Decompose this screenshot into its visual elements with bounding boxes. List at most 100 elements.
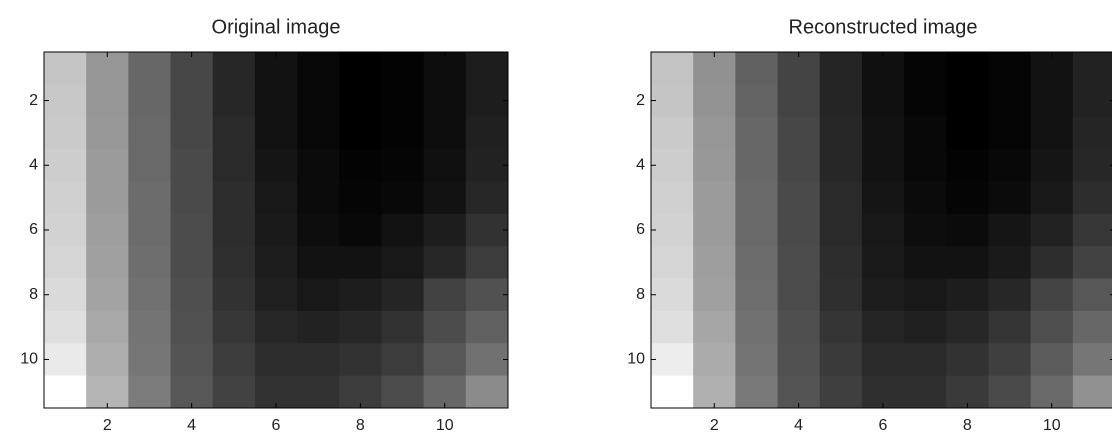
cell	[170, 52, 214, 85]
cell	[86, 343, 129, 377]
y-tick-label: 10	[20, 351, 38, 368]
cell	[381, 116, 425, 150]
cell	[861, 149, 905, 182]
cell	[170, 213, 214, 247]
cell	[904, 246, 947, 280]
cell	[381, 375, 425, 409]
cell	[777, 149, 821, 182]
cell	[254, 181, 298, 215]
cell	[254, 278, 298, 312]
cell	[693, 246, 736, 280]
cell	[777, 52, 821, 85]
cell	[297, 246, 340, 280]
cell	[86, 52, 129, 85]
cell	[339, 84, 382, 118]
cell	[212, 213, 256, 247]
cell	[339, 116, 382, 150]
cell	[735, 375, 779, 409]
cell	[861, 278, 905, 312]
cell	[86, 149, 129, 182]
cell	[297, 181, 340, 215]
cell	[819, 375, 863, 409]
cell	[861, 343, 905, 377]
cell	[170, 278, 214, 312]
cell	[44, 375, 87, 409]
cell	[128, 181, 172, 215]
cell	[735, 84, 779, 118]
chart-title: Original image	[212, 16, 341, 38]
x-tick-label: 2	[710, 417, 719, 434]
cell	[1072, 116, 1112, 150]
cell	[465, 116, 509, 150]
y-tick-label: 8	[636, 286, 645, 303]
cell	[465, 84, 509, 118]
x-tick-label: 6	[272, 417, 281, 434]
cell	[423, 181, 467, 215]
cell	[339, 181, 382, 215]
cell	[988, 246, 1032, 280]
cell	[254, 149, 298, 182]
cell	[465, 181, 509, 215]
cell	[86, 278, 129, 312]
cell	[254, 213, 298, 247]
cell	[212, 310, 256, 344]
x-tick-label: 6	[879, 417, 888, 434]
cell	[86, 84, 129, 118]
cell	[339, 52, 382, 85]
cell	[651, 213, 694, 247]
cell	[44, 116, 87, 150]
cell	[988, 52, 1032, 85]
cell	[381, 181, 425, 215]
cell	[946, 246, 989, 280]
cell	[1072, 181, 1112, 215]
y-tick-label: 10	[627, 351, 645, 368]
cell	[44, 343, 87, 377]
cell	[819, 181, 863, 215]
cell	[1072, 52, 1112, 85]
cell	[381, 52, 425, 85]
cell	[44, 213, 87, 247]
cell	[861, 181, 905, 215]
x-tick-label: 8	[963, 417, 972, 434]
cell	[212, 375, 256, 409]
cell	[1030, 52, 1074, 85]
cell	[170, 84, 214, 118]
cell	[904, 181, 947, 215]
cell	[1030, 181, 1074, 215]
x-tick-label: 4	[794, 417, 803, 434]
cell	[777, 278, 821, 312]
x-tick-label: 8	[356, 417, 365, 434]
cell	[254, 52, 298, 85]
cell	[212, 343, 256, 377]
cell	[988, 149, 1032, 182]
y-tick-label: 6	[29, 221, 38, 238]
cell	[86, 310, 129, 344]
cell	[946, 84, 989, 118]
cell	[651, 116, 694, 150]
cell	[777, 246, 821, 280]
cell	[988, 213, 1032, 247]
cell	[861, 116, 905, 150]
cell	[651, 278, 694, 312]
chart-title: Reconstructed image	[789, 16, 978, 38]
cell	[693, 213, 736, 247]
cell	[819, 213, 863, 247]
cell	[297, 52, 340, 85]
cell	[423, 52, 467, 85]
cell	[861, 84, 905, 118]
cell	[693, 116, 736, 150]
cell	[1072, 149, 1112, 182]
cell	[254, 343, 298, 377]
cell	[819, 149, 863, 182]
cell	[128, 310, 172, 344]
cell	[988, 310, 1032, 344]
cell	[297, 149, 340, 182]
cell	[44, 310, 87, 344]
cell	[297, 84, 340, 118]
cell	[904, 52, 947, 85]
cell	[381, 278, 425, 312]
cell	[735, 181, 779, 215]
cell	[693, 343, 736, 377]
y-tick-label: 4	[636, 156, 645, 173]
